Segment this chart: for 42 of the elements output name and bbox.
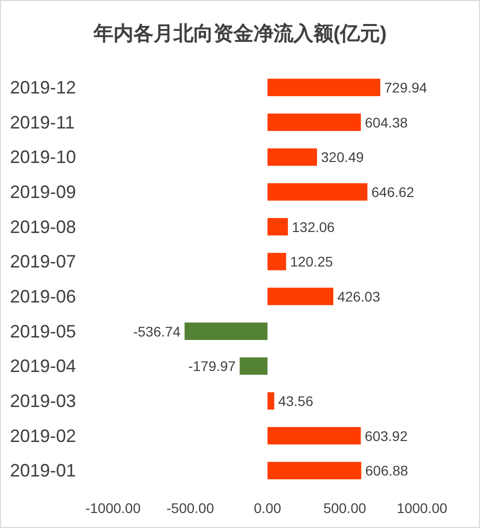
x-tick-label: 1000.00 (396, 500, 448, 516)
data-label: -536.74 (133, 323, 181, 340)
x-tick-label: -500.00 (166, 500, 214, 516)
data-label: 426.03 (337, 288, 380, 304)
y-tick-label: 2019-10 (10, 147, 76, 168)
bar (268, 462, 362, 480)
bar (268, 218, 288, 236)
bar (268, 427, 361, 444)
bar (268, 288, 334, 306)
y-tick-label: 2019-03 (10, 390, 76, 411)
x-tick-label: 0.00 (254, 500, 282, 516)
bar (268, 148, 318, 166)
y-tick-label: 2019-01 (10, 460, 76, 481)
x-tick-label: -1000.00 (85, 500, 141, 516)
data-label: 729.94 (384, 79, 428, 96)
bar (268, 114, 361, 131)
x-tick-label: 500.00 (323, 500, 366, 516)
y-tick-label: 2019-08 (10, 216, 76, 237)
bar (184, 322, 268, 340)
bar (268, 183, 368, 201)
y-tick-label: 2019-04 (10, 356, 76, 376)
data-label: 603.92 (364, 428, 408, 444)
data-label: 606.88 (365, 462, 408, 479)
bar (268, 392, 274, 410)
data-label: 320.49 (321, 149, 364, 166)
data-label: -179.97 (188, 358, 236, 374)
y-tick-label: 2019-07 (10, 252, 76, 272)
data-label: 43.56 (278, 392, 314, 409)
data-label: 646.62 (371, 184, 414, 200)
y-tick-label: 2019-12 (10, 77, 76, 98)
bar (268, 252, 286, 270)
data-label: 132.06 (292, 218, 335, 235)
y-tick-label: 2019-02 (10, 426, 76, 446)
y-tick-label: 2019-05 (10, 321, 76, 342)
bar (268, 78, 380, 96)
bar (240, 357, 268, 375)
y-tick-label: 2019-11 (10, 112, 75, 132)
y-tick-label: 2019-09 (10, 182, 76, 202)
data-label: 120.25 (290, 254, 334, 270)
chart-title: 年内各月北向资金净流入额(亿元) (92, 22, 387, 45)
y-tick-label: 2019-06 (10, 286, 76, 306)
data-label: 604.38 (364, 114, 408, 130)
